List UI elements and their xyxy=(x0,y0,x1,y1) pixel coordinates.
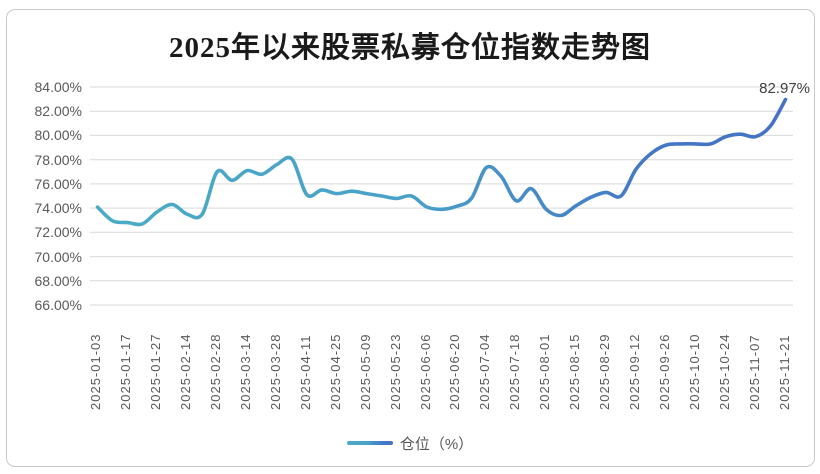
y-axis-tick-label: 82.00% xyxy=(34,103,82,119)
x-axis-tick-label: 2025-08-15 xyxy=(567,333,582,411)
x-axis-tick-label: 2025-08-29 xyxy=(597,333,612,411)
x-axis-tick-label: 2025-09-26 xyxy=(657,333,672,411)
y-axis-tick-label: 76.00% xyxy=(34,176,82,192)
y-axis-tick-label: 84.00% xyxy=(34,79,82,95)
x-axis-tick-label: 2025-06-20 xyxy=(447,333,462,411)
legend: 仓位（%） xyxy=(0,430,820,456)
x-axis-tick-label: 2025-04-25 xyxy=(328,333,343,411)
x-axis-tick-label: 2025-01-03 xyxy=(88,333,103,411)
y-axis-tick-label: 66.00% xyxy=(34,297,82,313)
x-axis-tick-label: 2025-11-21 xyxy=(777,334,792,410)
x-axis-tick-label: 2025-02-28 xyxy=(208,333,223,411)
x-axis-tick-label: 2025-07-04 xyxy=(477,333,492,411)
y-axis-tick-label: 74.00% xyxy=(34,200,82,216)
x-axis-tick-label: 2025-08-01 xyxy=(537,333,552,411)
legend-series-label: 仓位（%） xyxy=(399,435,474,453)
chart-title: 2025年以来股票私募仓位指数走势图 xyxy=(168,32,651,64)
x-axis-tick-label: 2025-05-09 xyxy=(358,333,373,411)
x-axis-tick-label: 2025-02-14 xyxy=(178,333,193,411)
y-axis-tick-label: 70.00% xyxy=(34,249,82,265)
x-axis-tick-label: 2025-09-12 xyxy=(627,333,642,411)
y-axis-tick-label: 78.00% xyxy=(34,152,82,168)
x-axis-tick-label: 2025-03-14 xyxy=(238,333,253,411)
x-axis-tick-label: 2025-10-24 xyxy=(717,333,732,411)
y-axis-tick-label: 72.00% xyxy=(34,224,82,240)
position-series-line xyxy=(95,97,788,227)
x-axis-tick-label: 2025-05-23 xyxy=(388,333,403,411)
x-axis-tick-label: 2025-01-17 xyxy=(118,333,133,411)
last-point-data-label: 82.97% xyxy=(759,80,810,97)
x-axis-tick-label: 2025-07-18 xyxy=(507,333,522,411)
legend-line-swatch xyxy=(346,441,393,445)
y-axis-tick-label: 80.00% xyxy=(34,127,82,143)
x-axis-tick-label: 2025-01-27 xyxy=(148,333,163,411)
x-axis-tick-label: 2025-03-28 xyxy=(268,333,283,411)
x-axis-tick-label: 2025-06-06 xyxy=(418,333,433,411)
x-axis-tick-label: 2025-04-11 xyxy=(298,334,313,410)
x-axis-tick-label: 2025-11-07 xyxy=(747,334,762,410)
x-axis-tick-label: 2025-10-10 xyxy=(687,333,702,411)
y-axis-tick-label: 68.00% xyxy=(34,273,82,289)
